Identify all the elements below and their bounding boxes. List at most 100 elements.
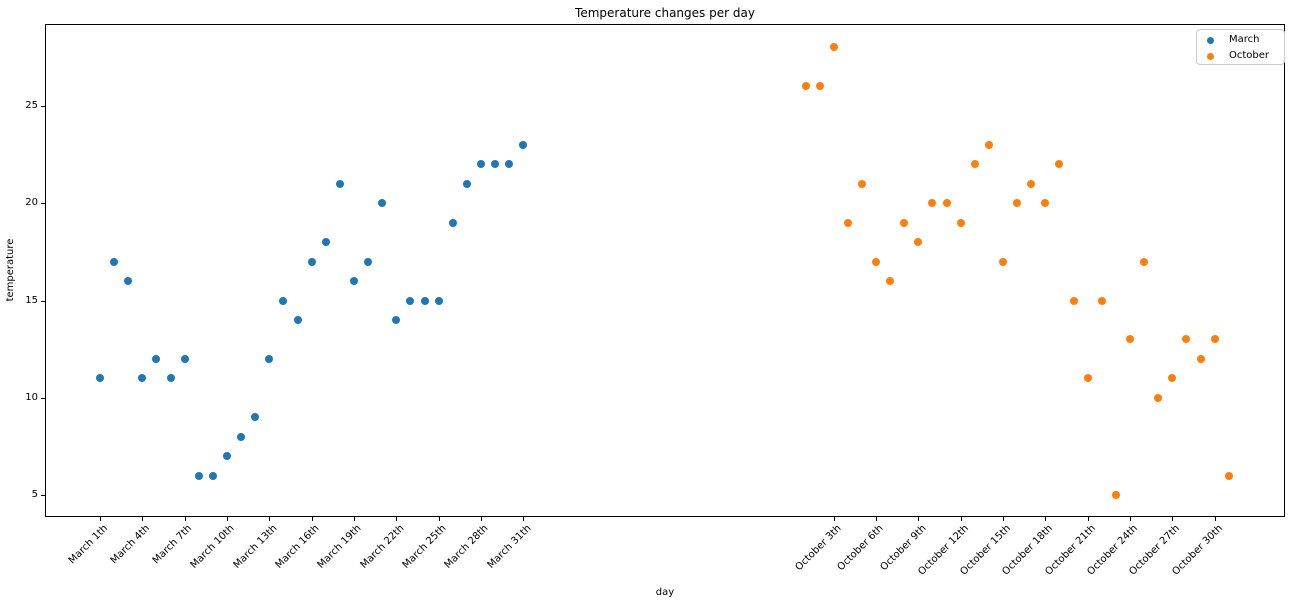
scatter-point-october	[1041, 199, 1050, 208]
scatter-point-october	[928, 199, 937, 208]
scatter-point-march	[491, 160, 500, 169]
scatter-point-october	[1196, 354, 1205, 363]
legend-item-march: March	[1197, 32, 1284, 48]
scatter-point-march	[307, 257, 316, 266]
scatter-point-october	[829, 43, 838, 52]
scatter-point-march	[194, 471, 203, 480]
y-tick-label: 20	[25, 197, 38, 209]
scatter-point-march	[406, 296, 415, 305]
scatter-point-march	[349, 277, 358, 286]
x-tick-mark	[100, 517, 101, 521]
legend-marker-icon	[1207, 52, 1214, 60]
scatter-point-october	[1126, 335, 1135, 344]
scatter-point-march	[448, 218, 457, 227]
x-tick-mark	[353, 517, 355, 521]
scatter-point-october	[1013, 199, 1022, 208]
scatter-point-march	[378, 199, 387, 208]
x-tick-mark	[438, 517, 440, 521]
y-tick-mark	[41, 203, 45, 205]
x-tick-label: March 7th	[151, 523, 195, 567]
x-tick-mark	[876, 517, 878, 521]
y-tick-mark	[41, 300, 45, 302]
scatter-point-march	[166, 374, 175, 383]
plot-area	[45, 24, 1285, 517]
scatter-point-march	[124, 277, 133, 286]
scatter-point-october	[843, 218, 852, 227]
y-axis-label: temperature	[5, 238, 16, 302]
scatter-point-march	[152, 354, 161, 363]
scatter-point-october	[914, 238, 923, 247]
x-tick-label: March 28th	[442, 523, 491, 571]
scatter-point-march	[434, 296, 443, 305]
scatter-point-march	[519, 140, 528, 149]
y-tick-label: 15	[25, 294, 38, 306]
y-tick-mark	[41, 495, 45, 497]
scatter-point-march	[293, 315, 302, 324]
x-tick-mark	[1003, 517, 1005, 521]
scatter-point-october	[1224, 471, 1233, 480]
y-tick-mark	[41, 397, 45, 399]
scatter-point-march	[251, 413, 260, 422]
x-tick-mark	[1045, 517, 1047, 521]
x-tick-label: March 25th	[400, 523, 449, 571]
scatter-point-march	[505, 160, 514, 169]
x-tick-mark	[184, 517, 186, 521]
x-tick-label: March 16th	[273, 523, 322, 571]
y-tick-label: 25	[25, 99, 38, 111]
x-tick-mark	[1130, 517, 1132, 521]
x-tick-label: March 31th	[485, 523, 534, 571]
legend: March October	[1196, 29, 1285, 65]
x-tick-mark	[523, 517, 525, 521]
x-tick-mark	[833, 517, 835, 521]
x-tick-label: March 4th	[108, 523, 153, 567]
x-tick-label: March 1th	[66, 523, 110, 567]
x-tick-mark	[142, 517, 144, 521]
scatter-point-october	[815, 82, 824, 91]
x-tick-mark	[1214, 517, 1216, 521]
scatter-point-march	[392, 315, 401, 324]
x-tick-label: March 19th	[315, 523, 364, 571]
legend-item-label: March	[1229, 34, 1260, 45]
legend-item-october: October	[1197, 48, 1284, 64]
x-tick-mark	[311, 517, 313, 521]
scatter-point-october	[900, 218, 909, 227]
scatter-point-october	[1097, 296, 1106, 305]
scatter-point-october	[1182, 335, 1191, 344]
scatter-point-march	[420, 296, 429, 305]
x-tick-mark	[1087, 517, 1089, 521]
x-axis-label: day	[655, 587, 675, 598]
scatter-point-march	[237, 432, 246, 441]
legend-item-label: October	[1229, 50, 1270, 61]
x-tick-label: March 10th	[188, 523, 237, 571]
scatter-point-october	[1168, 374, 1177, 383]
x-tick-mark	[480, 517, 482, 521]
legend-marker-icon	[1207, 36, 1214, 44]
scatter-point-october	[1111, 491, 1120, 500]
scatter-point-october	[1154, 393, 1163, 402]
scatter-point-march	[476, 160, 485, 169]
scatter-point-october	[1027, 179, 1036, 188]
scatter-point-march	[208, 471, 217, 480]
scatter-point-october	[999, 257, 1008, 266]
scatter-point-march	[335, 179, 344, 188]
y-tick-label: 5	[31, 489, 38, 501]
x-tick-mark	[1172, 517, 1174, 521]
scatter-point-october	[984, 140, 993, 149]
scatter-point-march	[138, 374, 147, 383]
scatter-point-march	[321, 238, 330, 247]
x-tick-label: March 13th	[231, 523, 280, 571]
x-tick-mark	[396, 517, 398, 521]
scatter-point-october	[801, 82, 810, 91]
scatter-point-october	[1069, 296, 1078, 305]
scatter-point-march	[364, 257, 373, 266]
scatter-point-october	[857, 179, 866, 188]
scatter-point-october	[956, 218, 965, 227]
scatter-point-october	[1140, 257, 1149, 266]
chart-title: Temperature changes per day	[575, 6, 755, 20]
x-tick-mark	[918, 517, 920, 521]
scatter-point-march	[265, 354, 274, 363]
scatter-point-march	[462, 179, 471, 188]
scatter-point-march	[279, 296, 288, 305]
x-tick-mark	[226, 517, 228, 521]
